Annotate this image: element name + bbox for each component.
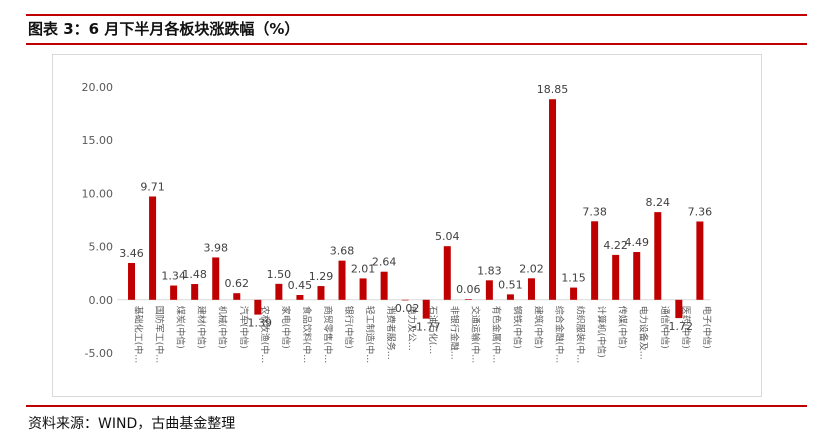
category-label: 国防军工(中… <box>154 306 166 364</box>
bar <box>464 299 472 300</box>
data-label: -0.02 <box>391 302 419 315</box>
data-label: 2.01 <box>351 262 376 275</box>
category-label: 消费者服务… <box>385 306 397 360</box>
source-note: 资料来源：WIND，古曲基金整理 <box>28 416 236 432</box>
top-rule <box>26 14 807 16</box>
category-label: 纺织服装(中… <box>575 306 587 364</box>
bar <box>296 295 304 300</box>
bar <box>549 99 557 300</box>
category-label: 电子(中信) <box>701 306 713 349</box>
data-label: 0.45 <box>288 279 313 292</box>
category-label: 传媒(中信) <box>617 306 629 349</box>
y-tick-label: 0.00 <box>89 294 114 307</box>
data-label: -1.72 <box>665 320 693 333</box>
data-label: 7.36 <box>688 205 713 218</box>
bar <box>359 278 367 300</box>
bar <box>380 271 388 300</box>
bar <box>254 299 262 315</box>
data-label: 1.15 <box>561 272 586 285</box>
bar <box>401 299 409 301</box>
data-label: 1.48 <box>182 268 207 281</box>
bar <box>191 284 199 300</box>
bar <box>591 221 599 300</box>
bar <box>422 299 430 319</box>
data-label: 1.83 <box>477 264 502 277</box>
category-label: 机械(中信) <box>217 306 229 349</box>
data-label: 3.98 <box>203 241 228 254</box>
category-label: 电力及公… <box>406 306 418 351</box>
bar <box>212 257 220 300</box>
bar-chart: -5.00 0.00 5.00 10.00 15.00 20.00 3.46 基础化工(中… 9… <box>82 81 713 364</box>
category-label: 家电(中信) <box>280 306 292 349</box>
data-label: 0.62 <box>225 277 250 290</box>
chart-title: 图表 3：6 月下半月各板块涨跌幅（%） <box>28 20 300 38</box>
category-label: 建材(中信) <box>196 306 208 349</box>
category-label: 汽车(中信) <box>238 306 250 349</box>
bar <box>485 280 493 300</box>
bottom-rule <box>26 405 807 407</box>
bar <box>233 293 241 300</box>
chart-frame <box>52 54 762 397</box>
data-label: 3.68 <box>330 245 355 258</box>
data-label: -1.77 <box>412 321 440 334</box>
bar <box>170 285 178 300</box>
category-label: 电力设备及… <box>638 306 650 360</box>
category-label: 交通运输(中… <box>469 306 481 364</box>
bar <box>443 246 451 300</box>
bar <box>506 294 514 300</box>
data-label: 0.06 <box>456 283 481 296</box>
data-label: 2.02 <box>519 262 544 275</box>
category-label: 食品饮料(中… <box>301 306 313 364</box>
data-label: 1.50 <box>267 268 292 281</box>
category-label: 通信(中信) <box>659 306 671 349</box>
y-tick-label: 10.00 <box>82 187 114 200</box>
title-rule <box>26 43 807 45</box>
category-label: 计算机(中信) <box>596 306 608 358</box>
category-label: 钢铁(中信) <box>511 306 523 349</box>
y-tick-label: -5.00 <box>85 347 113 360</box>
data-label: 18.85 <box>537 83 569 96</box>
bar <box>128 262 136 300</box>
bar <box>612 254 620 300</box>
data-label: 1.29 <box>309 270 334 283</box>
data-label: 5.04 <box>435 230 460 243</box>
data-label: 1.34 <box>161 270 186 283</box>
y-tick-label: 20.00 <box>82 81 114 94</box>
bar <box>696 221 704 300</box>
data-label: 7.38 <box>582 205 607 218</box>
data-label: 3.46 <box>119 247 144 260</box>
category-label: 银行(中信) <box>343 306 355 349</box>
bar <box>675 299 683 319</box>
data-label: 9.71 <box>140 180 165 193</box>
category-label: 建筑(中信) <box>532 306 544 349</box>
data-label: 2.64 <box>372 256 397 269</box>
category-label: 煤炭(中信) <box>175 306 187 349</box>
category-label: 轻工制造(中… <box>364 306 376 364</box>
data-label: 4.49 <box>624 236 649 249</box>
bar <box>275 283 283 300</box>
data-label: 8.24 <box>646 196 671 209</box>
y-tick-label: 15.00 <box>82 134 114 147</box>
bar <box>317 286 325 300</box>
data-label: 0.51 <box>498 278 523 291</box>
bar <box>654 212 662 300</box>
category-label: 基础化工(中… <box>133 306 145 364</box>
category-label: 有色金属(中… <box>490 306 502 364</box>
data-label: 4.22 <box>603 239 628 252</box>
y-tick-label: 5.00 <box>89 241 114 254</box>
bar <box>149 196 157 300</box>
category-label: 商贸零售(中… <box>322 306 334 364</box>
category-label: 石油石化(… <box>427 306 439 355</box>
category-label: 非银行金融… <box>448 306 460 360</box>
category-label: 医药(中信) <box>680 306 692 349</box>
bar <box>527 278 535 300</box>
bar <box>570 287 578 300</box>
bar <box>338 260 346 300</box>
category-label: 农林牧渔(中… <box>259 306 271 364</box>
data-label: -1.39 <box>244 317 272 330</box>
category-label: 综合金融(中… <box>554 306 566 364</box>
bar <box>633 252 641 300</box>
